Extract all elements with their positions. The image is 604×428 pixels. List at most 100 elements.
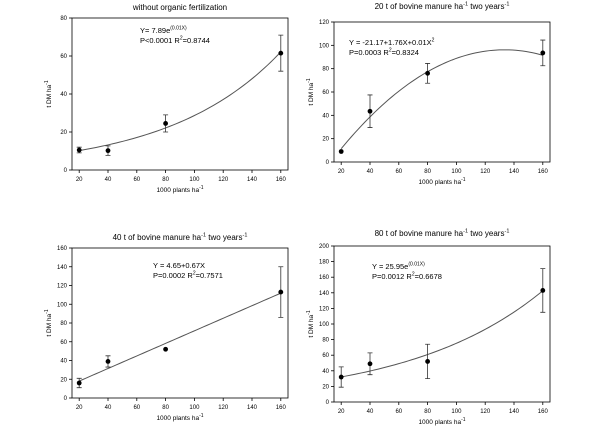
fit-equation-line: Y= 7.89e(0.01X) (140, 26, 187, 36)
chart-title: 40 t of bovine manure ha-1 two years-1 (113, 233, 248, 243)
y-axis-label: t DM ha-1 (44, 309, 53, 336)
chart-title: without organic fertilization (132, 3, 227, 12)
fit-equation-line: P=0.0012 R2=0.6678 (372, 272, 442, 282)
x-tick-label: 120 (218, 405, 229, 411)
x-tick-label: 140 (247, 405, 258, 411)
x-axis-label: 1000 plants ha-1 (156, 413, 203, 422)
y-tick-label: 100 (57, 302, 68, 308)
fit-equation-line: P=0.0002 R2=0.7571 (153, 271, 223, 281)
x-axis-label: 1000 plants ha-1 (156, 185, 203, 194)
x-tick-label: 60 (395, 169, 402, 175)
chart-title: 80 t of bovine manure ha-1 two years-1 (375, 229, 510, 239)
x-tick-label: 20 (338, 169, 345, 175)
y-tick-label: 80 (60, 321, 67, 327)
data-point (105, 359, 111, 364)
fit-curve (78, 292, 282, 382)
y-tick-label: 40 (60, 92, 67, 98)
chart-title: 20 t of bovine manure ha-1 two years-1 (375, 2, 510, 12)
fit-equation-line: Y = 4.65+0.67X (153, 261, 205, 270)
x-tick-label: 140 (247, 177, 258, 183)
y-axis-label: t DM ha-1 (44, 80, 53, 107)
data-point (76, 380, 82, 386)
y-tick-label: 120 (319, 306, 330, 312)
x-tick-label: 40 (367, 409, 374, 415)
y-tick-label: 20 (322, 137, 329, 143)
fit-equation-line: Y = -21.17+1.76X+0.01X2 (349, 38, 435, 48)
data-point (367, 361, 373, 367)
data-point (540, 288, 546, 293)
y-tick-label: 140 (319, 291, 330, 297)
x-tick-label: 160 (276, 405, 287, 411)
x-tick-label: 100 (189, 177, 200, 183)
y-tick-label: 60 (322, 353, 329, 359)
data-point (163, 121, 169, 126)
y-tick-label: 20 (322, 384, 329, 390)
y-tick-label: 80 (60, 16, 67, 22)
y-tick-label: 60 (60, 54, 67, 60)
y-tick-label: 40 (60, 359, 67, 365)
y-tick-label: 120 (57, 284, 68, 290)
data-point (338, 149, 344, 154)
x-tick-label: 140 (509, 409, 520, 415)
x-tick-label: 60 (395, 409, 402, 415)
x-tick-label: 160 (276, 177, 287, 183)
plot-frame (333, 245, 551, 403)
chart-panel-3: 40 t of bovine manure ha-1 two years-1 20… (44, 233, 289, 422)
fit-curve (340, 49, 543, 150)
x-tick-label: 100 (451, 409, 462, 415)
data-point (425, 70, 430, 76)
fit-equation-line: P=0.0003 R2=0.8324 (349, 48, 419, 58)
x-tick-label: 80 (424, 409, 431, 415)
x-tick-label: 60 (133, 405, 140, 411)
data-point (105, 148, 111, 154)
x-tick-label: 120 (218, 177, 229, 183)
fit-equation-line: P<0.0001 R2=0.8744 (140, 36, 210, 46)
y-tick-label: 160 (57, 246, 68, 252)
y-tick-label: 0 (64, 396, 68, 402)
y-tick-label: 180 (319, 260, 330, 266)
x-tick-label: 120 (480, 169, 491, 175)
y-axis-label: t DM ha-1 (306, 310, 315, 337)
fit-curve (341, 290, 544, 378)
data-point (338, 374, 344, 380)
x-tick-label: 40 (367, 169, 374, 175)
data-point (278, 289, 284, 295)
x-tick-label: 40 (105, 177, 112, 183)
data-point (540, 50, 546, 56)
y-tick-label: 100 (319, 322, 330, 328)
x-tick-label: 20 (76, 405, 83, 411)
x-tick-label: 120 (480, 409, 491, 415)
y-tick-label: 0 (326, 400, 330, 406)
x-tick-label: 80 (424, 169, 431, 175)
chart-panel-4: 80 t of bovine manure ha-1 two years-1 20… (306, 229, 551, 426)
x-axis-label: 1000 plants ha-1 (418, 177, 465, 186)
data-point (367, 108, 373, 114)
y-tick-label: 20 (60, 130, 67, 136)
y-tick-label: 60 (322, 90, 329, 96)
y-tick-label: 120 (319, 20, 330, 26)
x-tick-label: 100 (451, 169, 462, 175)
x-tick-label: 40 (105, 405, 112, 411)
x-tick-label: 160 (538, 409, 549, 415)
y-tick-label: 160 (319, 275, 330, 281)
y-tick-label: 60 (60, 340, 67, 346)
x-axis-label: 1000 plants ha-1 (418, 417, 465, 426)
x-tick-label: 80 (162, 177, 169, 183)
data-point (425, 359, 430, 364)
x-tick-label: 80 (162, 405, 169, 411)
y-tick-label: 200 (319, 244, 330, 250)
y-tick-label: 140 (57, 265, 68, 271)
chart-panel-2: 20 t of bovine manure ha-1 two years-1 20… (306, 2, 551, 186)
data-point (278, 50, 284, 56)
y-tick-label: 80 (322, 67, 329, 73)
fit-curve (79, 51, 282, 152)
y-tick-label: 40 (322, 113, 329, 119)
y-tick-label: 0 (64, 168, 68, 174)
y-tick-label: 0 (326, 160, 330, 166)
y-tick-label: 80 (322, 338, 329, 344)
data-point (76, 147, 82, 153)
y-tick-label: 40 (322, 369, 329, 375)
y-tick-label: 20 (60, 377, 67, 383)
x-tick-label: 60 (133, 177, 140, 183)
